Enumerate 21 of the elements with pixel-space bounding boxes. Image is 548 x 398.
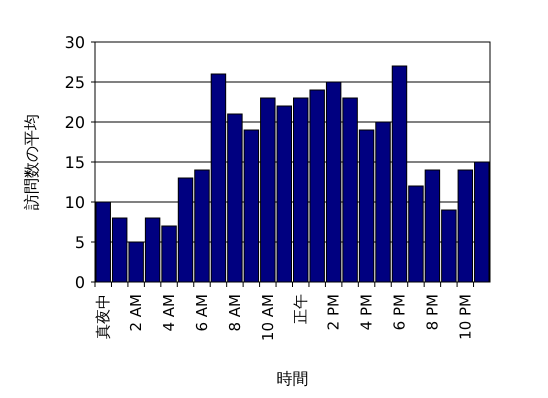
- y-tick-label: 10: [64, 193, 85, 212]
- x-tick-label: 4 PM: [358, 294, 376, 330]
- x-tick-label: 6 PM: [390, 294, 408, 330]
- y-tick-label: 30: [64, 33, 85, 52]
- x-tick-label: 8 PM: [423, 294, 442, 330]
- x-tick-label: 正午: [292, 294, 310, 324]
- x-tick-label: 2 PM: [324, 294, 343, 330]
- x-tick-label: 10 AM: [258, 294, 277, 342]
- y-tick-label: 5: [74, 233, 85, 252]
- x-tick-label: 2 AM: [127, 294, 146, 332]
- y-tick-label: 15: [64, 153, 85, 172]
- x-tick-label: 10 PM: [456, 294, 474, 340]
- x-axis-title: 時間: [276, 369, 308, 388]
- x-tick-label: 真夜中: [94, 294, 112, 339]
- y-tick-label: 25: [64, 73, 85, 92]
- x-tick-label: 4 AM: [160, 294, 178, 332]
- y-tick-label: 20: [64, 113, 85, 132]
- y-tick-label: 0: [74, 273, 85, 292]
- y-axis-title: 訪問数の平均: [22, 114, 41, 210]
- x-tick-label: 6 AM: [192, 294, 211, 332]
- x-tick-label: 8 AM: [226, 294, 244, 332]
